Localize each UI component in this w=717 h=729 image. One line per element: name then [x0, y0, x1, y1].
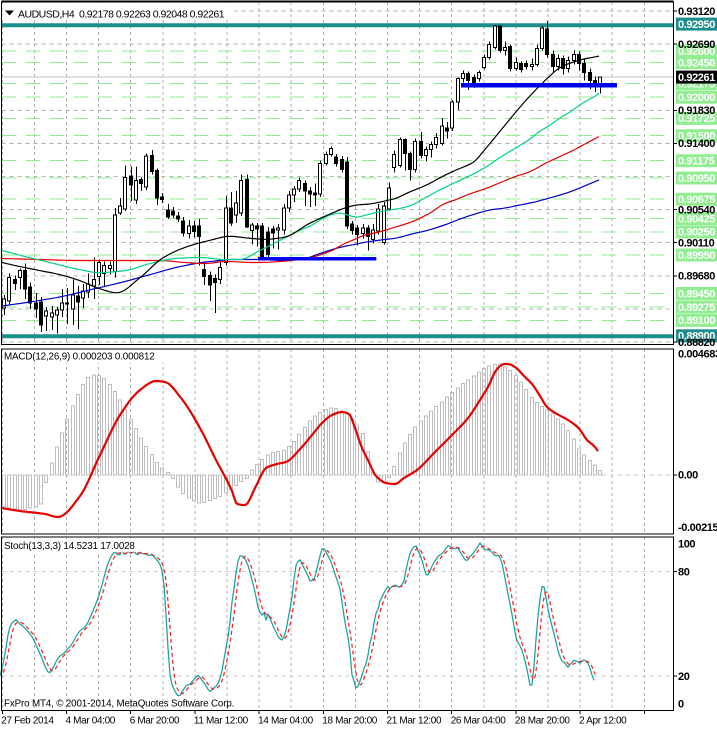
- svg-text:0.90110: 0.90110: [678, 238, 715, 250]
- svg-text:0.90250: 0.90250: [678, 227, 715, 239]
- svg-text:0.92690: 0.92690: [678, 39, 715, 51]
- svg-text:0.89950: 0.89950: [678, 250, 715, 262]
- svg-text:0.00: 0.00: [678, 470, 698, 482]
- svg-text:0.88820: 0.88820: [678, 337, 715, 349]
- svg-text:0.93120: 0.93120: [678, 6, 715, 18]
- svg-text:0.92600: 0.92600: [678, 46, 715, 58]
- svg-text:100: 100: [678, 538, 695, 550]
- svg-text:-0.002157: -0.002157: [678, 522, 717, 534]
- svg-text:FxPro MT4, © 2001-2014, MetaQu: FxPro MT4, © 2001-2014, MetaQuotes Softw…: [4, 699, 234, 710]
- svg-text:0.89450: 0.89450: [678, 288, 715, 300]
- svg-text:0: 0: [678, 699, 684, 711]
- svg-text:0.90540: 0.90540: [678, 204, 715, 216]
- svg-text:18 Mar 20:00: 18 Mar 20:00: [322, 716, 378, 727]
- svg-text:28 Mar 20:00: 28 Mar 20:00: [515, 716, 571, 727]
- svg-text:0.89680: 0.89680: [678, 271, 715, 283]
- svg-text:27 Feb 2014: 27 Feb 2014: [1, 716, 54, 727]
- svg-text:0.89100: 0.89100: [678, 315, 715, 327]
- svg-text:0.90675: 0.90675: [678, 194, 715, 206]
- svg-text:0.92450: 0.92450: [678, 57, 715, 69]
- svg-text:26 Mar 04:00: 26 Mar 04:00: [451, 716, 507, 727]
- svg-text:0.91400: 0.91400: [678, 138, 715, 150]
- svg-text:0.92261: 0.92261: [678, 72, 715, 84]
- svg-text:0.91830: 0.91830: [678, 105, 715, 117]
- svg-text:0.91725: 0.91725: [678, 113, 715, 125]
- svg-text:0.004683: 0.004683: [678, 348, 717, 360]
- svg-text:AUDUSD,H4 0.92178 0.92263 0.9: AUDUSD,H4 0.92178 0.92263 0.92048 0.9226…: [18, 9, 225, 21]
- svg-text:80: 80: [678, 566, 690, 578]
- svg-text:0.90950: 0.90950: [678, 173, 715, 185]
- svg-text:20: 20: [678, 671, 690, 683]
- svg-text:21 Mar 12:00: 21 Mar 12:00: [387, 716, 443, 727]
- svg-text:6 Mar 20:00: 6 Mar 20:00: [130, 716, 180, 727]
- svg-text:14 Mar 04:00: 14 Mar 04:00: [258, 716, 314, 727]
- svg-text:0.92000: 0.92000: [678, 92, 715, 104]
- svg-text:11 Mar 12:00: 11 Mar 12:00: [194, 716, 249, 727]
- svg-text:Stoch(13,3,3) 14.5231 17.0028: Stoch(13,3,3) 14.5231 17.0028: [4, 541, 135, 552]
- svg-text:0.89275: 0.89275: [678, 302, 715, 314]
- svg-text:2 Apr 12:00: 2 Apr 12:00: [579, 716, 627, 727]
- svg-text:0.91500: 0.91500: [678, 131, 715, 143]
- svg-text:0.91175: 0.91175: [678, 156, 715, 168]
- svg-text:4 Mar 04:00: 4 Mar 04:00: [66, 716, 116, 727]
- svg-text:0.88900: 0.88900: [678, 331, 715, 343]
- svg-text:0.92950: 0.92950: [678, 19, 715, 31]
- svg-text:MACD(12,26,9) 0.000203 0.00081: MACD(12,26,9) 0.000203 0.000812: [4, 352, 155, 363]
- svg-text:0.90425: 0.90425: [678, 213, 715, 225]
